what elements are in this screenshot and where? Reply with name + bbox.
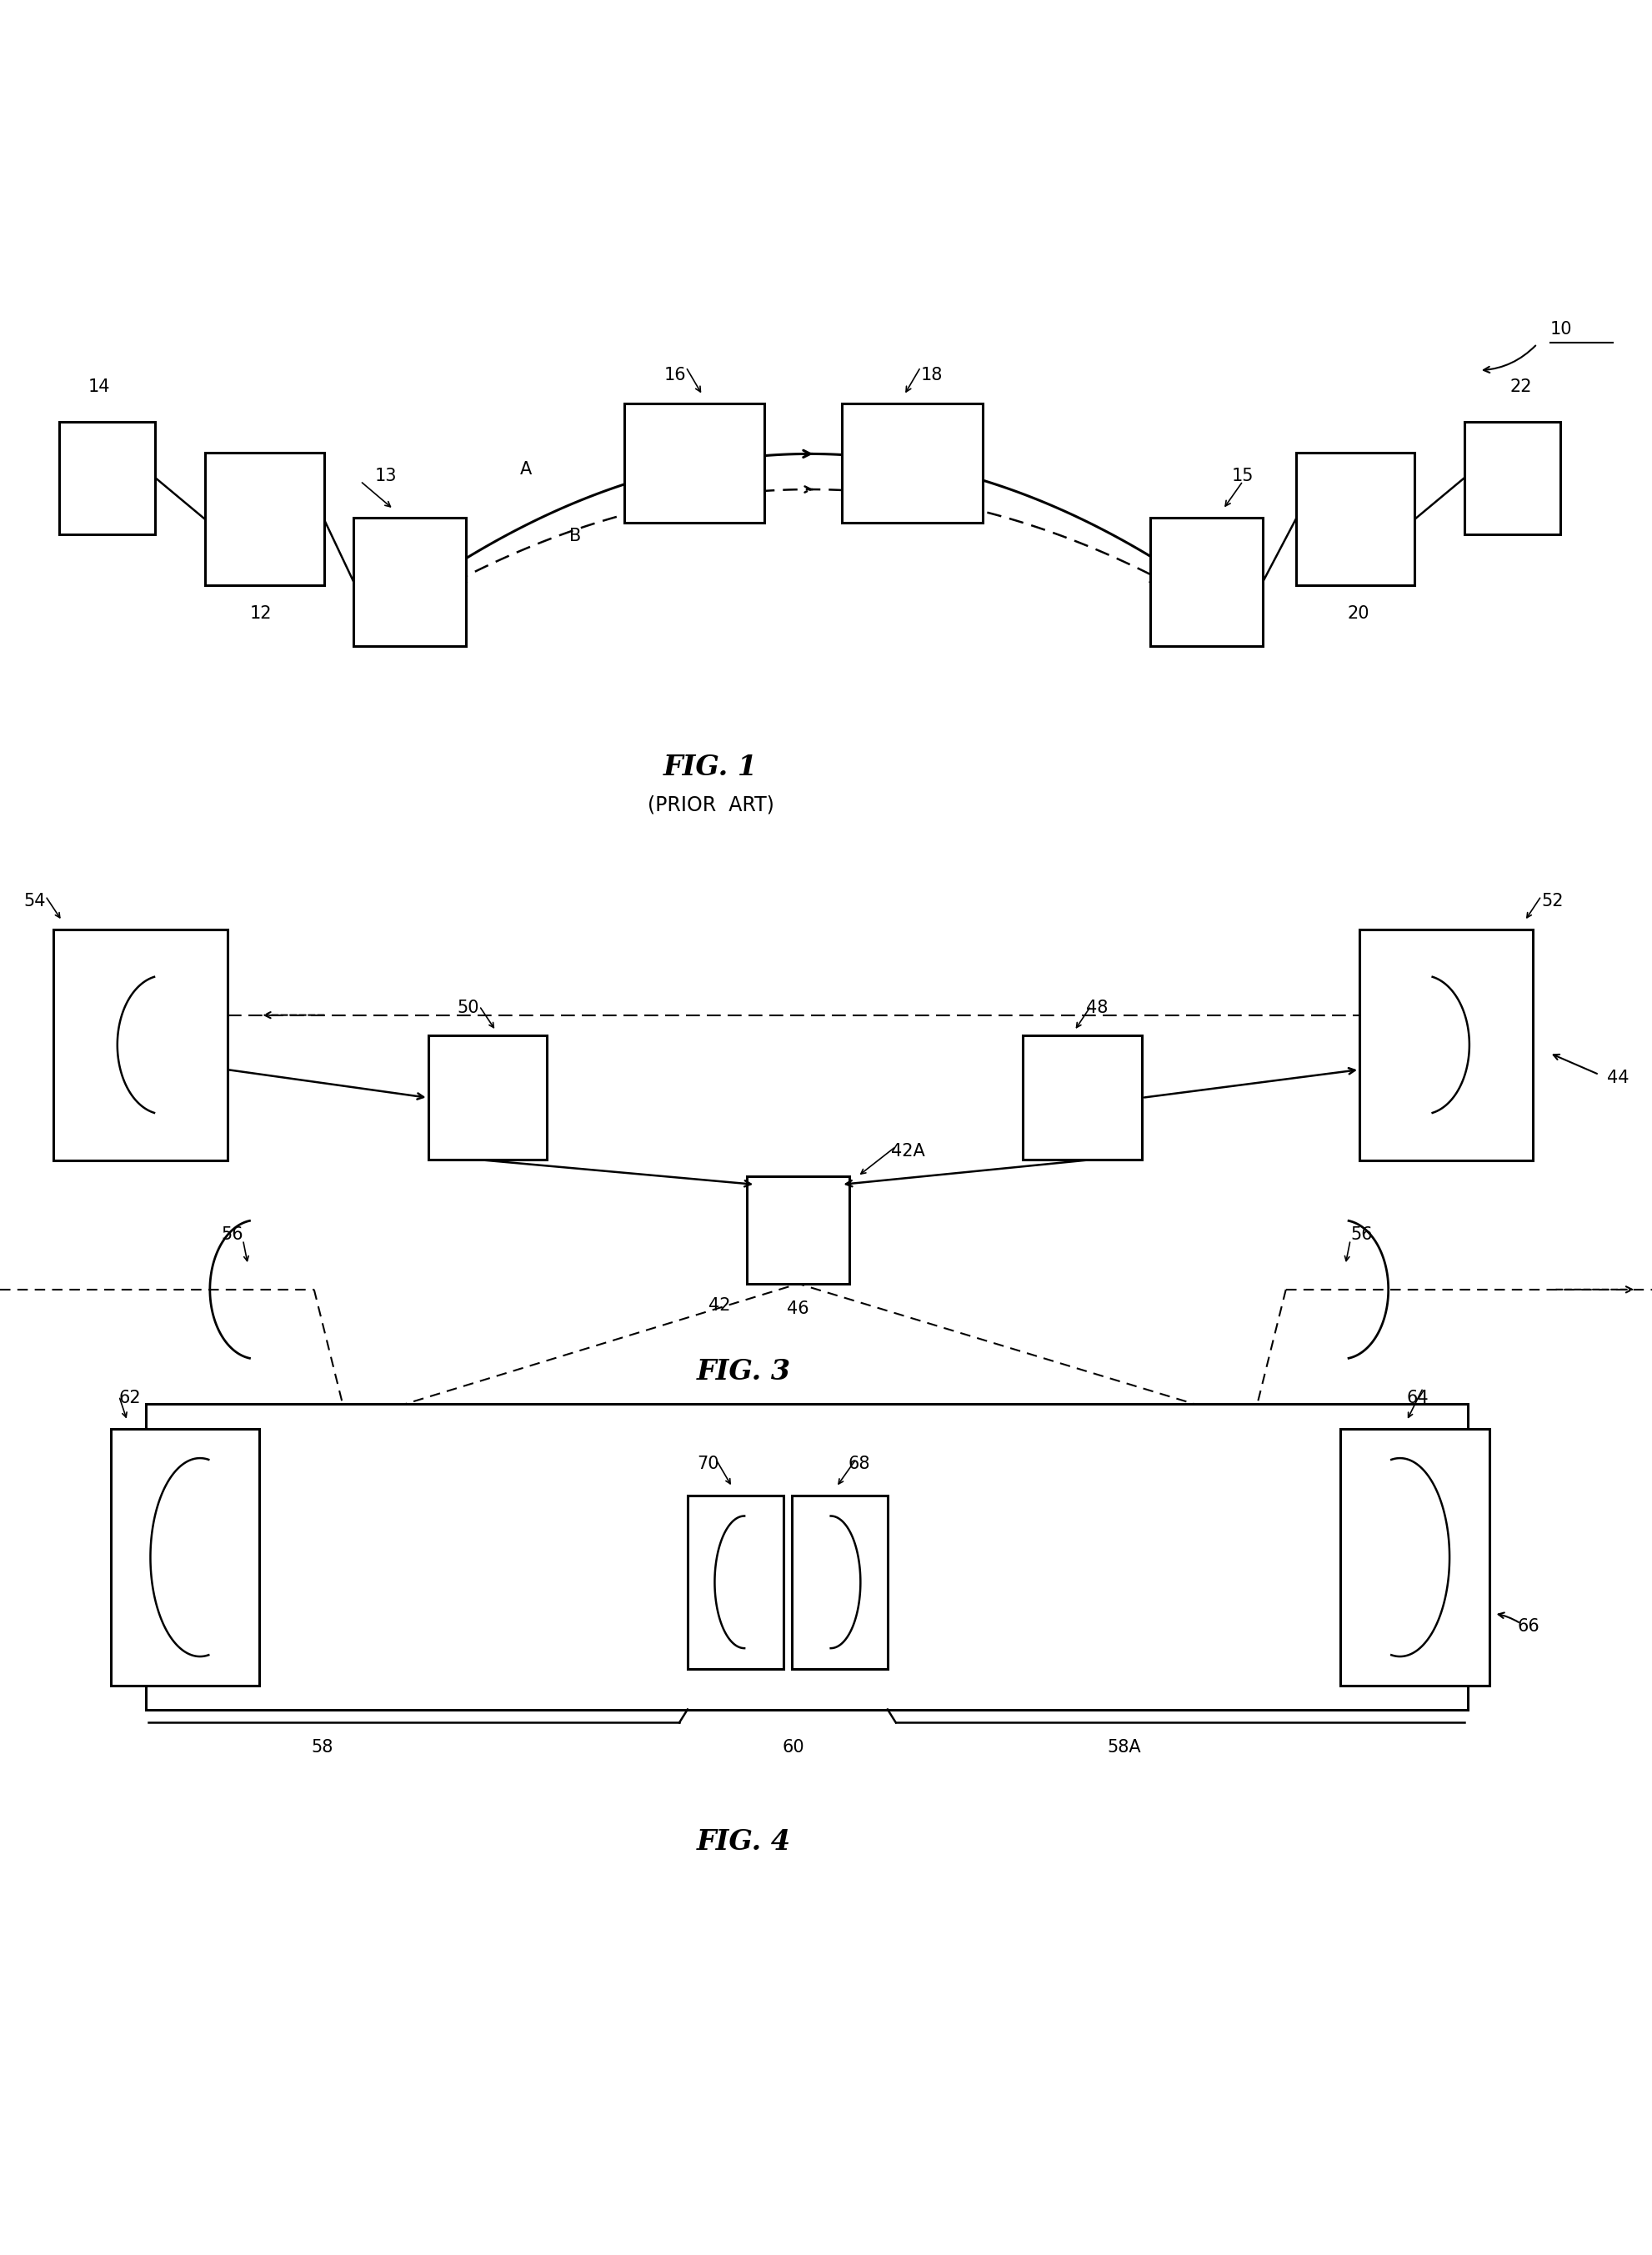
Text: 42: 42: [709, 1297, 730, 1315]
Text: 10: 10: [1550, 320, 1571, 338]
Text: 66: 66: [1517, 1619, 1538, 1635]
Bar: [1023, 1035, 1142, 1159]
Bar: [145, 1403, 1467, 1709]
Text: A: A: [519, 462, 532, 478]
Bar: [1340, 1430, 1488, 1684]
Text: 68: 68: [847, 1454, 869, 1473]
Bar: [1358, 929, 1533, 1161]
Text: FIG. 3: FIG. 3: [695, 1358, 791, 1387]
Text: 60: 60: [781, 1739, 805, 1757]
Text: 16: 16: [664, 368, 686, 383]
Bar: [791, 1495, 887, 1669]
Text: 44: 44: [1606, 1069, 1629, 1087]
Text: 56: 56: [1350, 1227, 1371, 1243]
Bar: [1150, 516, 1262, 647]
Text: B: B: [568, 528, 582, 543]
Text: 52: 52: [1540, 893, 1563, 909]
Text: 13: 13: [375, 467, 396, 485]
Text: 12: 12: [249, 604, 273, 622]
Bar: [747, 1177, 849, 1283]
Text: 62: 62: [119, 1389, 140, 1407]
Bar: [59, 422, 155, 534]
Bar: [111, 1430, 259, 1684]
Bar: [354, 516, 466, 647]
Text: (PRIOR  ART): (PRIOR ART): [648, 796, 773, 814]
Bar: [687, 1495, 783, 1669]
Text: 64: 64: [1406, 1389, 1427, 1407]
Text: 14: 14: [88, 379, 111, 395]
Text: 58: 58: [311, 1739, 334, 1757]
Bar: [55, 929, 228, 1161]
Bar: [1464, 422, 1559, 534]
Text: 42A: 42A: [890, 1143, 925, 1159]
Bar: [205, 453, 324, 586]
Text: 58A: 58A: [1107, 1739, 1140, 1757]
Text: FIG. 4: FIG. 4: [695, 1829, 791, 1856]
Bar: [623, 404, 763, 523]
Text: 54: 54: [23, 893, 46, 909]
Text: 48: 48: [1085, 999, 1107, 1017]
Text: 70: 70: [697, 1454, 719, 1473]
Text: 46: 46: [786, 1301, 809, 1317]
Text: 22: 22: [1508, 379, 1531, 395]
Text: FIG. 1: FIG. 1: [662, 753, 758, 780]
Text: 56: 56: [221, 1227, 243, 1243]
Bar: [843, 404, 981, 523]
Bar: [1295, 453, 1414, 586]
Text: 18: 18: [920, 368, 942, 383]
Text: 20: 20: [1346, 604, 1370, 622]
Text: 15: 15: [1231, 467, 1252, 485]
Bar: [428, 1035, 547, 1159]
Text: 50: 50: [458, 999, 479, 1017]
